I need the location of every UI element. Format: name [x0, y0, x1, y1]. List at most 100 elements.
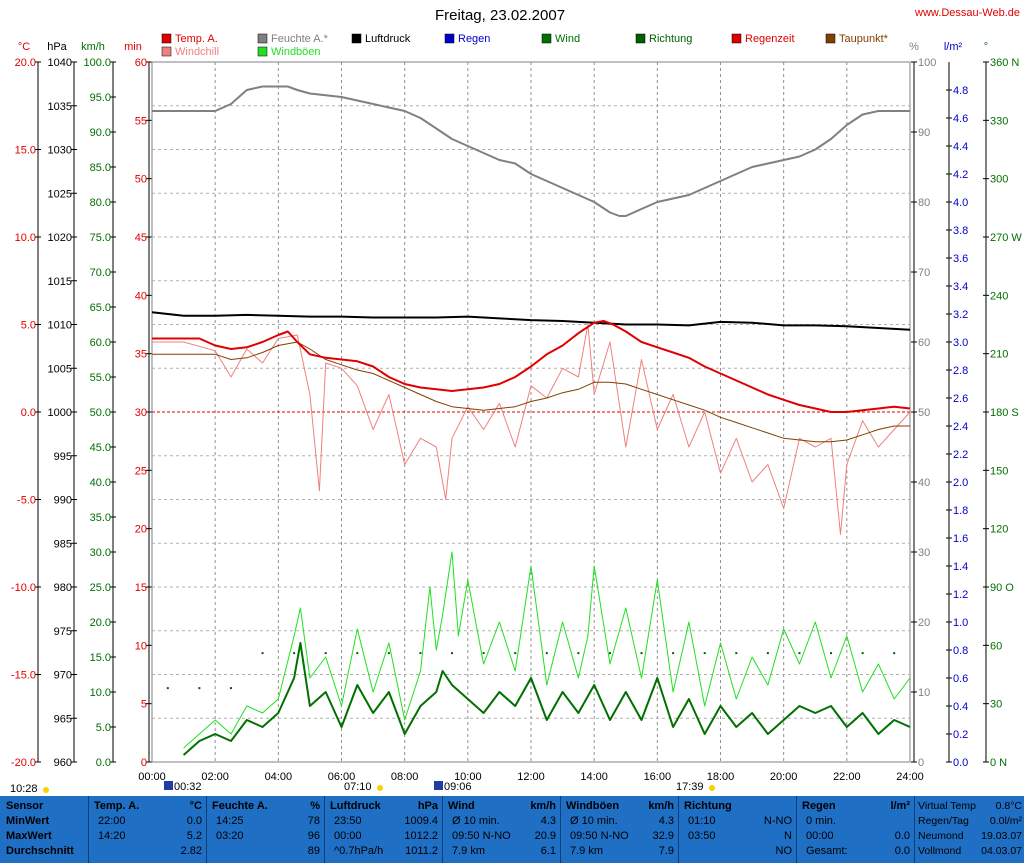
summary-cell-row: 09:50 N-NO 20.9	[442, 830, 560, 843]
summary-cell-row: NO	[678, 845, 796, 858]
axis-tick-label-humidity: 60	[918, 337, 930, 349]
summary-cell-row: 03:50 N	[678, 830, 796, 843]
direction-point	[640, 652, 643, 655]
legend-swatch-temp	[161, 33, 172, 44]
axis-tick-label-direction: 0 N	[990, 757, 1007, 769]
sun-icon	[709, 785, 715, 791]
summary-extra-value: 0.8°C	[995, 800, 1022, 812]
summary-separator	[796, 796, 797, 863]
axis-tick-label-minutes: 25	[135, 465, 147, 477]
axis-tick-label-wind: 90.0	[90, 127, 111, 139]
axis-tick-label-pressure: 990	[54, 495, 72, 507]
axis-tick-label-rain: 1.4	[953, 561, 968, 573]
series-line-temp-a	[152, 320, 911, 413]
x-tick-label: 00:00	[138, 771, 166, 783]
axis-tick-label-rain: 0.8	[953, 645, 968, 657]
summary-separator	[324, 796, 325, 863]
summary-column-title: Temp. A.	[94, 800, 140, 812]
legend-swatch-dewpoint	[825, 33, 836, 44]
axis-tick-label-humidity: 90	[918, 127, 930, 139]
axis-tick-label-wind: 35.0	[90, 512, 111, 524]
axis-tick-label-wind: 65.0	[90, 302, 111, 314]
summary-row-label-text: MinWert	[6, 815, 50, 827]
summary-cell-value: 0.0	[186, 815, 202, 827]
axis-tick-label-wind: 5.0	[96, 722, 111, 734]
summary-separator	[678, 796, 679, 863]
summary-labels-column: Sensor MinWert MaxWert Durchschnitt	[0, 796, 88, 863]
legend-swatch-humidity	[257, 33, 268, 44]
summary-column-title: Feuchte A.	[212, 800, 268, 812]
chart-title: Freitag, 23.02.2007	[435, 7, 565, 24]
axis-tick-label-humidity: 0	[918, 757, 924, 769]
axis-tick-label-minutes: 20	[135, 524, 147, 536]
sun-icon	[43, 787, 49, 793]
axis-tick-label-pressure: 960	[54, 757, 72, 769]
axis-tick-label-minutes: 30	[135, 407, 147, 419]
axis-tick-label-rain: 1.2	[953, 589, 968, 601]
summary-column-unit: hPa	[417, 800, 438, 812]
axis-tick-label-rain: 1.8	[953, 505, 968, 517]
direction-point	[608, 652, 611, 655]
series-line-wind	[182, 642, 911, 756]
x-tick-label: 04:00	[265, 771, 293, 783]
axis-tick-label-temp: -5.0	[17, 495, 36, 507]
axis-tick-label-humidity: 10	[918, 687, 930, 699]
summary-cell-value: 5.2	[186, 830, 202, 842]
summary-column-unit: %	[310, 800, 320, 812]
time-marker-label: 10:28	[10, 783, 38, 795]
summary-column-header: Temp. A. °C	[88, 800, 206, 813]
time-marker-label: 17:39	[676, 781, 704, 793]
axis-tick-label-minutes: 50	[135, 174, 147, 186]
summary-separator	[442, 796, 443, 863]
direction-point	[830, 652, 833, 655]
legend-label-windchill: Windchill	[175, 46, 219, 58]
summary-cell-value: 20.9	[534, 830, 556, 842]
summary-cell-time: 09:50 N-NO	[570, 830, 629, 842]
axis-tick-label-wind: 25.0	[90, 582, 111, 594]
axis-tick-label-direction: 300	[990, 174, 1008, 186]
direction-point	[419, 652, 422, 655]
direction-point	[514, 652, 517, 655]
axis-tick-label-rain: 2.6	[953, 393, 968, 405]
summary-extra-value: 04.03.07	[981, 845, 1022, 857]
axis-tick-label-minutes: 0	[141, 757, 147, 769]
axis-tick-label-temp: 20.0	[15, 57, 36, 69]
summary-cell-row: 00:00 0.0	[796, 830, 914, 843]
axis-tick-label-rain: 2.0	[953, 477, 968, 489]
series-line-luftdruck	[151, 311, 911, 331]
summary-cell-value: 0.0	[894, 830, 910, 842]
axis-tick-label-direction: 120	[990, 524, 1008, 536]
legend-label-pressure: Luftdruck	[365, 33, 411, 45]
summary-cell-value: 32.9	[652, 830, 674, 842]
axis-tick-label-pressure: 970	[54, 670, 72, 682]
summary-cell-time: 00:00	[334, 830, 362, 842]
axis-tick-label-minutes: 60	[135, 57, 147, 69]
axis-unit-humidity: %	[909, 41, 919, 53]
axis-tick-label-pressure: 1020	[48, 232, 72, 244]
summary-column-unit: km/h	[530, 800, 556, 812]
axis-tick-label-rain: 2.2	[953, 449, 968, 461]
axis-tick-label-rain: 2.4	[953, 421, 968, 433]
summary-cell-value: 1011.2	[405, 845, 438, 857]
summary-cell-time: 22:00	[98, 815, 126, 827]
axis-tick-label-wind: 75.0	[90, 232, 111, 244]
direction-point	[356, 652, 359, 655]
legend-swatch-direction	[635, 33, 646, 44]
summary-column-0: Temp. A. °C 22:00 0.0 14:20 5.2 2.82	[88, 796, 206, 863]
x-tick-label: 06:00	[328, 771, 356, 783]
direction-point	[482, 652, 485, 655]
summary-cell-value: 89	[307, 845, 320, 857]
direction-point	[703, 652, 706, 655]
legend-swatch-wind	[541, 33, 552, 44]
direction-point	[261, 652, 264, 655]
site-url[interactable]: www.Dessau-Web.de	[914, 7, 1020, 19]
summary-cell-value: 1012.2	[404, 830, 438, 842]
summary-column-title: Wind	[448, 800, 475, 812]
axis-tick-label-temp: -10.0	[11, 582, 36, 594]
summary-cell-value: NO	[775, 845, 793, 857]
summary-extra-row: Regen/Tag 0.0l/m²	[914, 815, 1024, 828]
summary-cell-value: 4.3	[540, 815, 556, 827]
summary-cell-value: 7.9	[658, 845, 674, 857]
axis-tick-label-humidity: 70	[918, 267, 930, 279]
summary-column-3: Wind km/h Ø 10 min. 4.3 09:50 N-NO 20.9 7.9 km…	[442, 796, 560, 863]
